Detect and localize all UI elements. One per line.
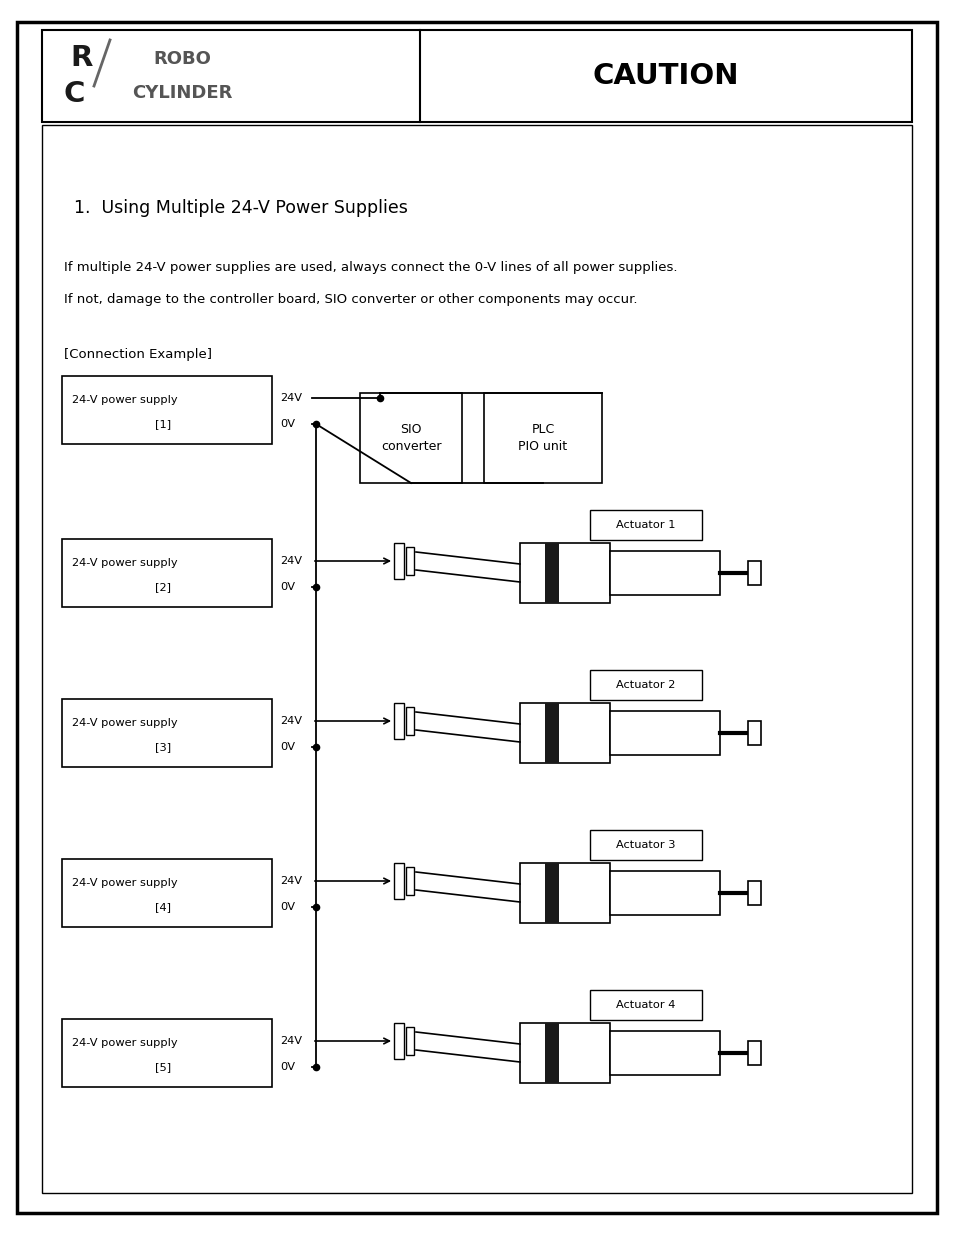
Bar xyxy=(359,393,461,483)
Bar xyxy=(62,699,272,767)
Bar xyxy=(394,543,403,579)
Bar xyxy=(589,990,701,1020)
Bar xyxy=(519,863,609,923)
Text: 0V: 0V xyxy=(280,419,294,429)
Text: Actuator 3: Actuator 3 xyxy=(616,840,675,850)
Bar xyxy=(747,721,760,745)
Text: [4]: [4] xyxy=(154,902,171,911)
Text: ROBO: ROBO xyxy=(152,49,211,68)
Text: [1]: [1] xyxy=(154,419,171,429)
Text: [3]: [3] xyxy=(154,742,171,752)
Text: Actuator 2: Actuator 2 xyxy=(616,680,675,690)
Bar xyxy=(544,1023,558,1083)
Text: 24-V power supply: 24-V power supply xyxy=(71,395,177,405)
Text: 24V: 24V xyxy=(280,1036,302,1046)
Bar xyxy=(609,711,720,755)
Text: 24-V power supply: 24-V power supply xyxy=(71,878,177,888)
Bar xyxy=(589,830,701,860)
Text: Actuator 1: Actuator 1 xyxy=(616,520,675,530)
Bar xyxy=(406,1028,414,1055)
Bar xyxy=(609,1031,720,1074)
Bar xyxy=(62,860,272,927)
Text: 0V: 0V xyxy=(280,742,294,752)
Bar xyxy=(42,30,911,122)
Text: Actuator 4: Actuator 4 xyxy=(616,1000,675,1010)
Bar xyxy=(394,703,403,739)
Text: 24-V power supply: 24-V power supply xyxy=(71,1037,177,1049)
Bar xyxy=(589,510,701,540)
Text: CYLINDER: CYLINDER xyxy=(132,84,232,103)
Bar xyxy=(62,375,272,445)
Bar xyxy=(519,543,609,603)
Bar xyxy=(544,543,558,603)
Bar xyxy=(589,671,701,700)
Bar xyxy=(406,706,414,735)
Bar xyxy=(544,863,558,923)
Text: C: C xyxy=(63,80,85,107)
Text: [2]: [2] xyxy=(154,582,171,592)
Bar xyxy=(609,551,720,595)
Text: PLC
PIO unit: PLC PIO unit xyxy=(517,424,567,453)
Text: 0V: 0V xyxy=(280,902,294,911)
Text: 0V: 0V xyxy=(280,1062,294,1072)
Text: 0V: 0V xyxy=(280,582,294,592)
Text: 1.  Using Multiple 24-V Power Supplies: 1. Using Multiple 24-V Power Supplies xyxy=(74,199,408,217)
Text: If not, damage to the controller board, SIO converter or other components may oc: If not, damage to the controller board, … xyxy=(64,294,637,306)
Bar xyxy=(519,703,609,763)
Bar xyxy=(406,547,414,576)
Bar xyxy=(62,538,272,606)
Text: [Connection Example]: [Connection Example] xyxy=(64,348,212,362)
Bar xyxy=(394,863,403,899)
Text: 24V: 24V xyxy=(280,876,302,885)
Text: 24-V power supply: 24-V power supply xyxy=(71,558,177,568)
Bar xyxy=(62,1019,272,1087)
Bar xyxy=(519,1023,609,1083)
Text: CAUTION: CAUTION xyxy=(593,62,739,90)
Text: SIO
converter: SIO converter xyxy=(380,424,441,453)
Text: [5]: [5] xyxy=(154,1062,171,1072)
Text: 24V: 24V xyxy=(280,556,302,566)
Text: 24-V power supply: 24-V power supply xyxy=(71,718,177,727)
Bar xyxy=(609,871,720,915)
Bar xyxy=(747,561,760,585)
Bar xyxy=(747,1041,760,1065)
Bar xyxy=(483,393,601,483)
Bar xyxy=(406,867,414,895)
Bar xyxy=(747,881,760,905)
Bar xyxy=(544,703,558,763)
Text: 24V: 24V xyxy=(280,716,302,726)
Text: R: R xyxy=(71,44,93,72)
Text: If multiple 24-V power supplies are used, always connect the 0-V lines of all po: If multiple 24-V power supplies are used… xyxy=(64,261,677,273)
Bar xyxy=(394,1023,403,1058)
Bar xyxy=(42,125,911,1193)
Text: 24V: 24V xyxy=(280,393,302,403)
